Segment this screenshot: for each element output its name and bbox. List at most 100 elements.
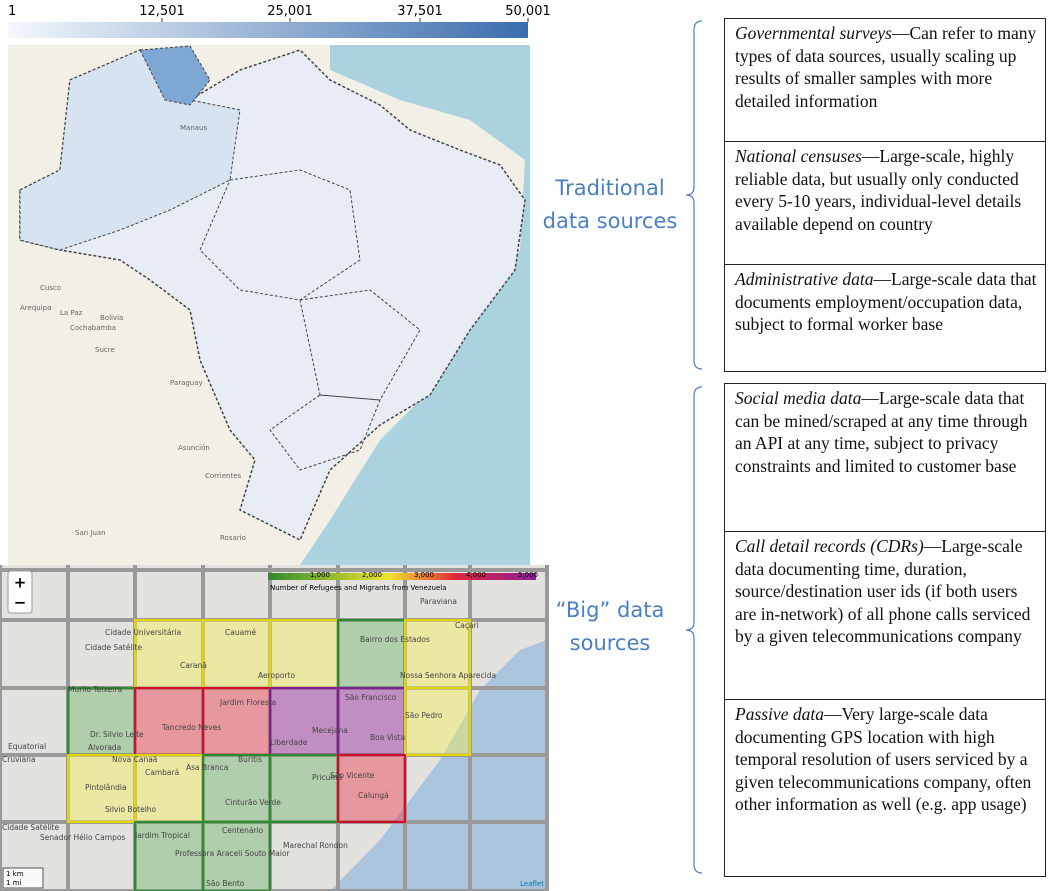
place-label: Pintolândia bbox=[85, 783, 127, 792]
scale-label: 12,501 bbox=[139, 4, 185, 19]
place-label: La Paz bbox=[60, 309, 83, 317]
place-label: Cidade Satélite bbox=[85, 643, 142, 652]
scale-label: 1 bbox=[8, 4, 16, 19]
group-box: Governmental surveys—Can refer to many t… bbox=[724, 18, 1046, 372]
grid-cell bbox=[337, 687, 406, 756]
grid-cell bbox=[337, 754, 406, 823]
source-description: —Large-scale data that can be mined/scra… bbox=[735, 388, 1028, 476]
grid-cell bbox=[337, 619, 406, 689]
source-description: —Very large-scale data documenting GPS l… bbox=[735, 704, 1032, 814]
grid-cell bbox=[404, 619, 471, 689]
source-cell: Social media data—Large-scale data that … bbox=[725, 384, 1045, 531]
place-label: Senador Hélio Campos bbox=[40, 833, 125, 842]
place-label: Marechal Rondon bbox=[283, 841, 348, 850]
place-label: Caçari bbox=[455, 621, 479, 630]
place-label: Cruviana bbox=[2, 755, 36, 764]
place-label: Mecejana bbox=[312, 726, 348, 735]
source-term: Governmental surveys bbox=[735, 23, 892, 43]
place-label: Jardim Tropical bbox=[134, 831, 190, 840]
group-box: Social media data—Large-scale data that … bbox=[724, 383, 1046, 877]
place-label: Murilo Teixeira bbox=[68, 685, 122, 694]
source-cell: Call detail records (CDRs)—Large-scale d… bbox=[725, 531, 1045, 699]
place-label: São Vicente bbox=[330, 771, 375, 780]
place-label: San Juan bbox=[75, 529, 106, 537]
scale-km: 1 km bbox=[6, 870, 24, 878]
source-cell: Passive data—Very large-scale data docum… bbox=[725, 699, 1045, 876]
grid-cell bbox=[202, 754, 271, 823]
place-label: Rosario bbox=[220, 534, 246, 542]
legend-label: 5,000 bbox=[518, 571, 538, 579]
ocean bbox=[300, 45, 530, 565]
source-cell: National censuses—Large-scale, highly re… bbox=[725, 141, 1045, 264]
place-label: Boa Vista bbox=[370, 733, 405, 742]
source-cell: Administrative data—Large-scale data tha… bbox=[725, 264, 1045, 371]
scale-label: 25,001 bbox=[267, 4, 313, 19]
scale-box bbox=[2, 867, 44, 889]
grid-cell bbox=[269, 754, 339, 823]
place-label: Calungá bbox=[358, 791, 389, 800]
group-label: “Big” data sources bbox=[555, 598, 665, 655]
place-label: Dr. Silvio Leite bbox=[90, 730, 144, 739]
source-term: Social media data bbox=[735, 388, 862, 408]
region-roraima bbox=[139, 45, 211, 106]
place-label: Corrientes bbox=[205, 472, 242, 480]
place-label: Cusco bbox=[40, 284, 61, 292]
legend-label: 3,000 bbox=[414, 571, 434, 579]
state-borders bbox=[199, 169, 421, 471]
place-label: São Bento bbox=[206, 879, 245, 888]
zoom-out[interactable]: − bbox=[14, 594, 27, 612]
place-label: Sucre bbox=[95, 346, 115, 354]
scale-label: 50,001 bbox=[505, 4, 550, 19]
place-label: Asa Branca bbox=[186, 763, 228, 772]
place-label: Paraviana bbox=[420, 597, 457, 606]
place-label: Alvorada bbox=[88, 743, 121, 752]
source-term: Passive data bbox=[735, 704, 824, 724]
source-description: —Large-scale data documenting time, dura… bbox=[735, 536, 1031, 646]
scale-label: 37,501 bbox=[397, 4, 443, 19]
grid-cell bbox=[202, 821, 271, 891]
brace-path bbox=[685, 386, 703, 874]
place-label: Nossa Senhora Aparecida bbox=[400, 671, 496, 680]
place-label: Cidade Universitária bbox=[105, 628, 181, 637]
place-label: Cambará bbox=[145, 768, 179, 777]
place-label: São Francisco bbox=[345, 693, 397, 702]
grid-cell bbox=[404, 687, 471, 756]
place-label: Cinturão Verde bbox=[225, 798, 281, 807]
brace bbox=[685, 386, 703, 874]
place-label: Cidade Satélite bbox=[2, 823, 59, 832]
river bbox=[330, 640, 547, 891]
legend-label: 1,000 bbox=[310, 571, 330, 579]
source-description: —Large-scale, highly reliable data, but … bbox=[735, 146, 1022, 234]
place-label: Paraguay bbox=[170, 379, 203, 387]
place-label: Arequipa bbox=[20, 304, 51, 312]
legend-label: 4,000 bbox=[466, 571, 486, 579]
legend-title: Number of Refugees and Migrants from Ven… bbox=[270, 584, 447, 592]
attribution[interactable]: Leaflet bbox=[520, 880, 544, 888]
grid-cell bbox=[134, 687, 204, 756]
zoom-in[interactable]: + bbox=[14, 574, 27, 592]
legend-bar bbox=[268, 573, 536, 580]
group-label: Traditional data sources bbox=[542, 176, 678, 233]
grid-cell bbox=[134, 754, 204, 823]
place-label: Nova Canaã bbox=[112, 755, 157, 764]
source-description: —Large-scale data that documents employm… bbox=[735, 269, 1037, 334]
place-label: Caranã bbox=[180, 661, 207, 670]
scale-mi: 1 mi bbox=[6, 879, 21, 887]
place-label: Silvio Botelho bbox=[105, 805, 157, 814]
place-label: Cochabamba bbox=[70, 324, 116, 332]
source-description: —Can refer to many types of data sources… bbox=[735, 23, 1037, 111]
brace-path bbox=[685, 20, 703, 370]
legend-label: 2,000 bbox=[362, 571, 382, 579]
place-label: Pricumã bbox=[312, 773, 342, 782]
place-label: Aeroporto bbox=[258, 671, 295, 680]
grid-cell bbox=[67, 687, 136, 756]
place-label: Centenário bbox=[222, 826, 264, 835]
source-term: National censuses bbox=[735, 146, 862, 166]
zoom-control bbox=[7, 570, 33, 614]
brace bbox=[685, 20, 703, 370]
place-label: Jardim Floresta bbox=[219, 698, 276, 707]
place-label: São Pedro bbox=[405, 711, 443, 720]
place-label: Bairro dos Estados bbox=[360, 635, 430, 644]
source-term: Administrative data bbox=[735, 269, 874, 289]
